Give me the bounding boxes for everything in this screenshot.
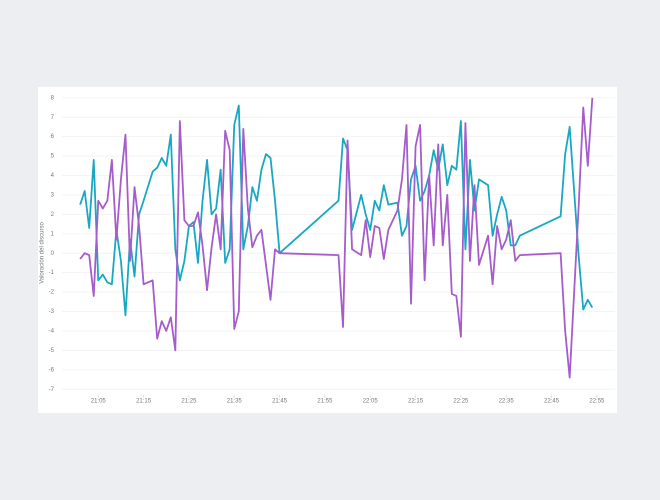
y-tick-label: 1 — [51, 231, 55, 237]
y-tick-label: 4 — [51, 173, 55, 179]
x-tick-label: 22:45 — [544, 399, 560, 405]
y-tick-label: -3 — [49, 309, 55, 315]
series-line — [79, 97, 594, 379]
y-tick-label: 2 — [51, 212, 55, 218]
x-tick-label: 21:55 — [317, 399, 333, 405]
x-tick-label: 22:25 — [453, 399, 469, 405]
series-line — [79, 104, 594, 317]
y-tick-label: -1 — [49, 270, 55, 276]
x-tick-label: 21:05 — [91, 399, 107, 405]
x-tick-label: 21:35 — [227, 399, 243, 405]
y-tick-label: -7 — [49, 387, 55, 393]
y-tick-label: -2 — [49, 290, 55, 296]
y-tick-label: 6 — [51, 134, 55, 140]
y-tick-label: 0 — [51, 251, 55, 257]
x-tick-label: 21:25 — [181, 399, 197, 405]
x-tick-label: 22:55 — [589, 399, 605, 405]
x-tick-label: 21:15 — [136, 399, 152, 405]
x-tick-label: 22:05 — [363, 399, 379, 405]
y-tick-label: -5 — [49, 348, 55, 354]
y-tick-label: 3 — [51, 192, 55, 198]
panel — [38, 87, 617, 413]
x-tick-label: 21:45 — [272, 399, 288, 405]
y-tick-label: 7 — [51, 115, 55, 121]
y-tick-label: -4 — [49, 328, 55, 334]
y-tick-label: -6 — [49, 367, 55, 373]
y-tick-label: 5 — [51, 154, 55, 160]
y-tick-label: 8 — [51, 95, 55, 101]
x-tick-label: 22:15 — [408, 399, 424, 405]
x-tick-label: 22:35 — [499, 399, 515, 405]
y-axis-label: Valoración del discurso — [40, 222, 46, 284]
